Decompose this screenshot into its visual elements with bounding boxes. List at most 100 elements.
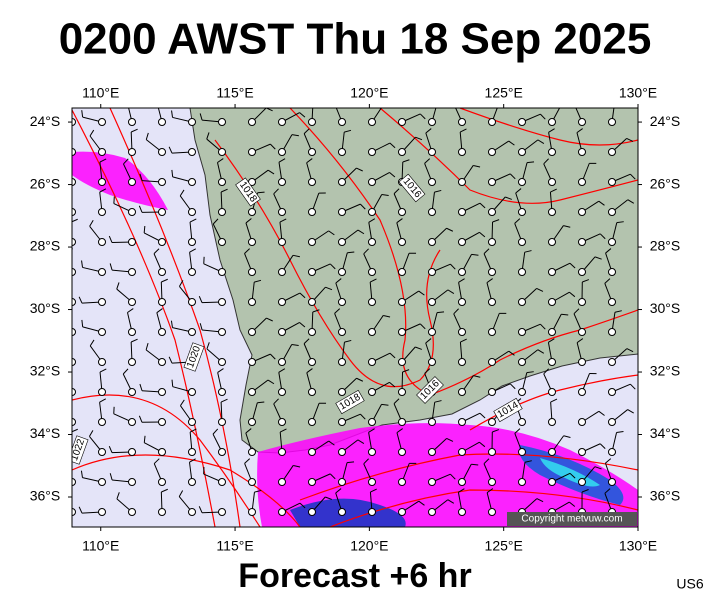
station <box>218 478 226 486</box>
station <box>248 418 256 426</box>
station <box>548 238 556 246</box>
lat-label: 26°S <box>30 175 61 191</box>
station <box>72 298 76 306</box>
wind-barb <box>220 398 228 403</box>
station <box>518 418 526 426</box>
station <box>338 478 346 486</box>
station <box>308 388 316 396</box>
station <box>368 208 376 216</box>
isobar-label-box <box>235 177 261 207</box>
station <box>368 358 376 366</box>
wind-barb <box>581 489 589 493</box>
wind-barb <box>64 189 69 194</box>
wind-barb <box>604 488 611 494</box>
station <box>548 418 556 426</box>
wind-barb <box>81 319 84 327</box>
station <box>548 478 556 486</box>
station <box>218 238 226 246</box>
wind-barb <box>99 188 107 193</box>
station <box>488 268 496 276</box>
station <box>98 178 106 186</box>
wind-barb <box>347 461 355 464</box>
wind-barb <box>257 401 265 404</box>
station <box>308 268 316 276</box>
wind-barb <box>306 368 313 374</box>
wind-barb <box>360 413 366 420</box>
station <box>458 268 466 276</box>
station <box>368 478 376 486</box>
lon-label: 120°E <box>350 538 388 554</box>
station <box>548 358 556 366</box>
wind-barb <box>569 472 576 479</box>
wind-barb <box>344 129 352 133</box>
wind-barb <box>453 308 459 315</box>
lat-label: 28°S <box>650 238 681 254</box>
wind-barb <box>303 128 310 134</box>
station <box>128 358 136 366</box>
station <box>98 448 106 456</box>
station <box>128 298 136 306</box>
wind-barb <box>536 498 544 503</box>
station <box>518 118 526 126</box>
station <box>578 358 586 366</box>
station <box>338 358 346 366</box>
lat-label: 34°S <box>30 425 61 441</box>
lon-label: 125°E <box>485 538 523 554</box>
station <box>518 388 526 396</box>
wind-barb <box>153 458 160 464</box>
wind-barb <box>292 254 300 258</box>
wind-barb <box>335 488 342 494</box>
wind-barb <box>419 323 426 330</box>
wind-barb <box>270 143 276 150</box>
wind-barb <box>145 342 149 350</box>
station <box>518 298 526 306</box>
station <box>128 448 136 456</box>
wind-barb <box>64 399 69 404</box>
wind-barb <box>325 496 332 500</box>
wind-barb <box>599 233 606 240</box>
wind-barb <box>303 338 310 344</box>
wind-barb <box>329 473 336 480</box>
station <box>488 238 496 246</box>
wind-barb <box>582 279 590 283</box>
station <box>338 448 346 456</box>
wind-barb <box>279 428 287 433</box>
wind-barb <box>244 458 251 464</box>
wind-barb <box>569 501 576 507</box>
station <box>518 148 526 156</box>
station <box>128 478 136 486</box>
wind-barb <box>381 403 389 406</box>
wind-barb <box>72 480 73 482</box>
wind-barb <box>630 383 636 390</box>
wind-barb <box>143 435 146 443</box>
wind-barb <box>363 248 369 255</box>
wind-barb <box>537 349 545 354</box>
wind-barb <box>212 218 219 225</box>
station <box>128 508 136 516</box>
isobar-label-box <box>183 342 205 372</box>
wind-barb <box>139 173 143 181</box>
map-frame <box>71 107 639 528</box>
station <box>278 478 286 486</box>
wind-barb <box>299 502 306 509</box>
station <box>218 358 226 366</box>
station <box>578 478 586 486</box>
wind-stations <box>64 99 636 516</box>
station <box>488 298 496 306</box>
station <box>308 328 316 336</box>
station <box>158 478 166 486</box>
wind-barb <box>157 99 163 103</box>
station <box>398 448 406 456</box>
wind-barb <box>127 99 133 103</box>
wind-barb <box>168 146 173 154</box>
station <box>218 178 226 186</box>
wind-barb <box>212 428 219 435</box>
station <box>98 118 106 126</box>
wind-barb <box>325 286 333 291</box>
wind-barb <box>447 499 455 504</box>
wind-barb <box>418 500 425 506</box>
wind-barb <box>458 278 465 283</box>
station <box>338 118 346 126</box>
station <box>578 268 586 276</box>
station <box>72 418 76 426</box>
